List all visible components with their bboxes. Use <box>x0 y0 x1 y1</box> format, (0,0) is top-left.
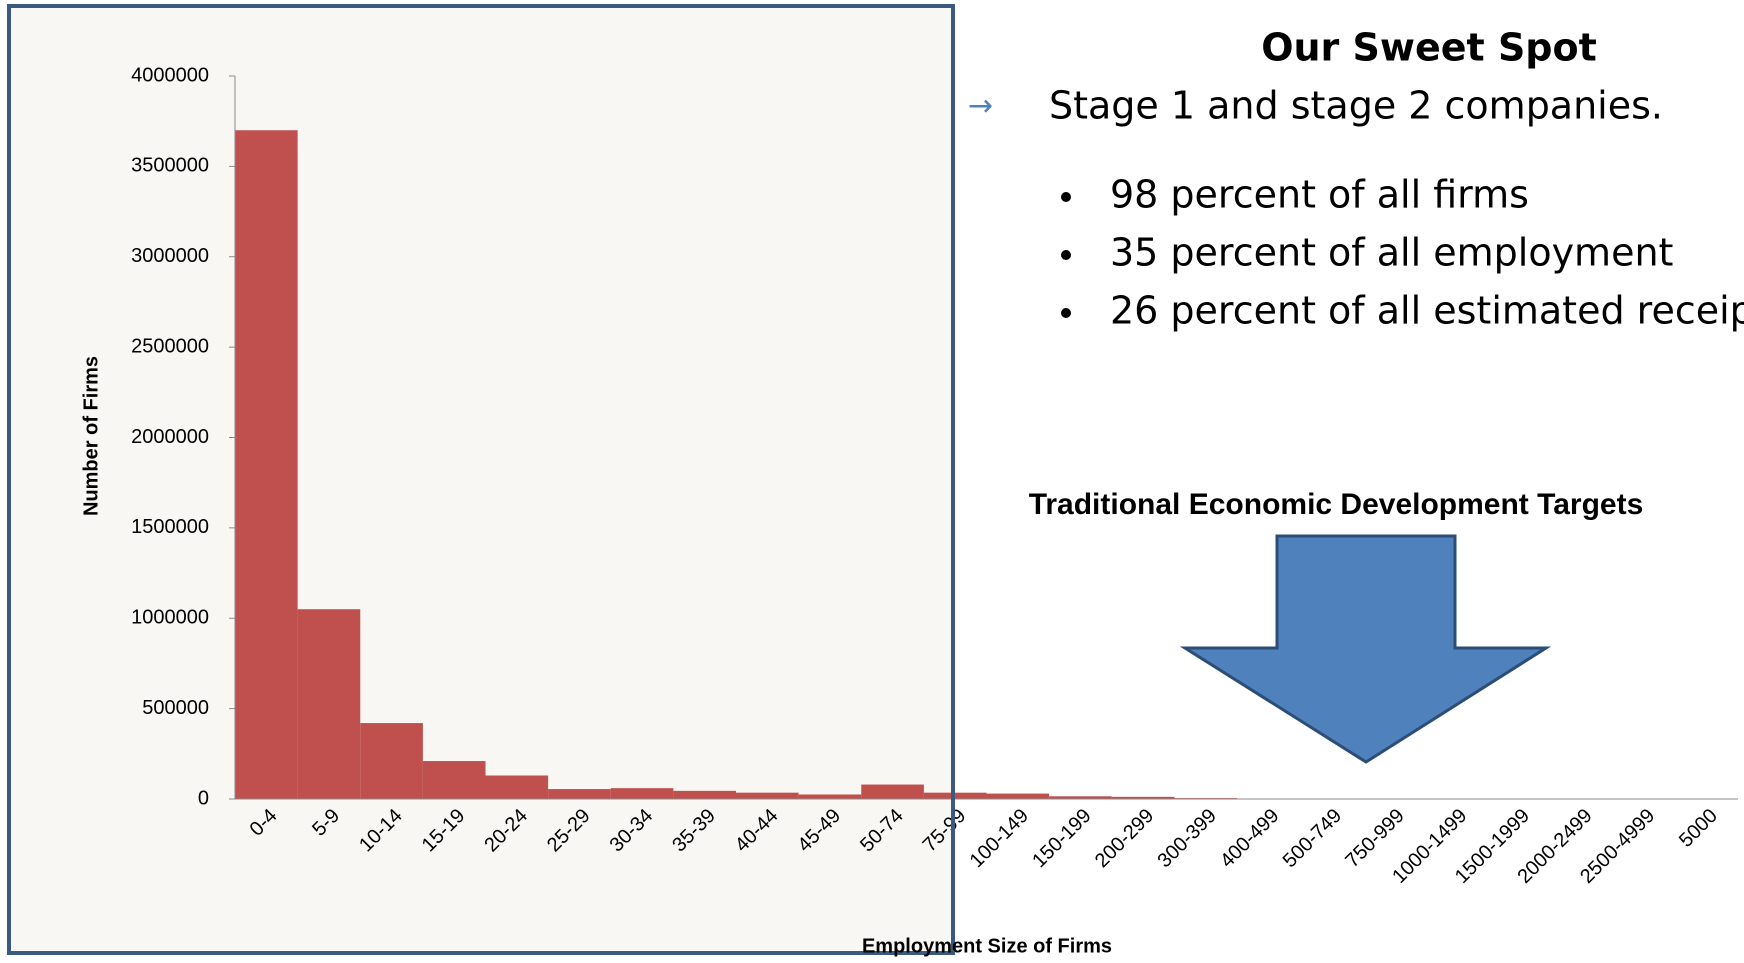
bar <box>861 785 924 799</box>
bar <box>987 794 1050 799</box>
x-tick-label: 400-499 <box>1216 805 1283 872</box>
x-tick-label: 5000 <box>1675 805 1722 852</box>
x-tick-label: 150-199 <box>1028 805 1095 872</box>
y-tick-label: 0 <box>198 787 209 809</box>
bullet-text: 26 percent of all estimated receipts <box>1110 289 1744 333</box>
bullet-text: 35 percent of all employment <box>1110 231 1673 275</box>
panel-title: Our Sweet Spot <box>1261 26 1597 70</box>
bar <box>924 793 987 799</box>
y-tick-label: 3500000 <box>131 155 209 177</box>
y-tick-label: 500000 <box>142 697 209 719</box>
bar <box>548 789 611 799</box>
panel-subtitle: Stage 1 and stage 2 companies. <box>1049 84 1663 128</box>
y-tick-label: 3000000 <box>131 245 209 267</box>
bar <box>736 793 799 799</box>
bullet-list: 98 percent of all firms 35 percent of all… <box>1061 173 1744 333</box>
x-tick-label: 200-299 <box>1091 805 1158 872</box>
y-tick-label: 1000000 <box>131 607 209 629</box>
bullet-dot <box>1061 250 1071 260</box>
bar <box>673 791 736 799</box>
bullet-text: 98 percent of all firms <box>1110 173 1529 217</box>
arrow-icon: → <box>968 89 993 124</box>
y-tick-label: 2000000 <box>131 426 209 448</box>
bullet-dot <box>1061 192 1071 202</box>
bar <box>235 130 298 799</box>
x-tick-label: 300-399 <box>1153 805 1220 872</box>
bullet-dot <box>1061 308 1071 318</box>
callout-label: Traditional Economic Development Targets <box>1029 488 1644 521</box>
bar <box>799 794 862 799</box>
x-tick-label: 100-149 <box>966 805 1033 872</box>
bar <box>298 609 361 799</box>
y-axis-label: Number of Firms <box>80 356 102 516</box>
y-tick-label: 1500000 <box>131 516 209 538</box>
bar <box>486 776 549 799</box>
y-tick-label: 2500000 <box>131 335 209 357</box>
x-axis-label: Employment Size of Firms <box>862 935 1112 957</box>
bar <box>611 788 674 799</box>
bar <box>423 761 486 799</box>
down-arrow <box>1185 536 1546 762</box>
x-tick-label: 500-749 <box>1279 805 1346 872</box>
chart-panel <box>9 6 953 953</box>
y-tick-label: 4000000 <box>131 64 209 86</box>
bar <box>360 723 423 799</box>
